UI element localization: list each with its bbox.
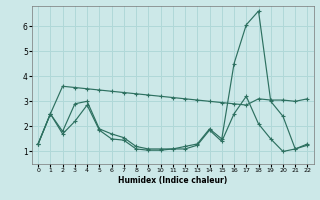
X-axis label: Humidex (Indice chaleur): Humidex (Indice chaleur) — [118, 176, 228, 185]
